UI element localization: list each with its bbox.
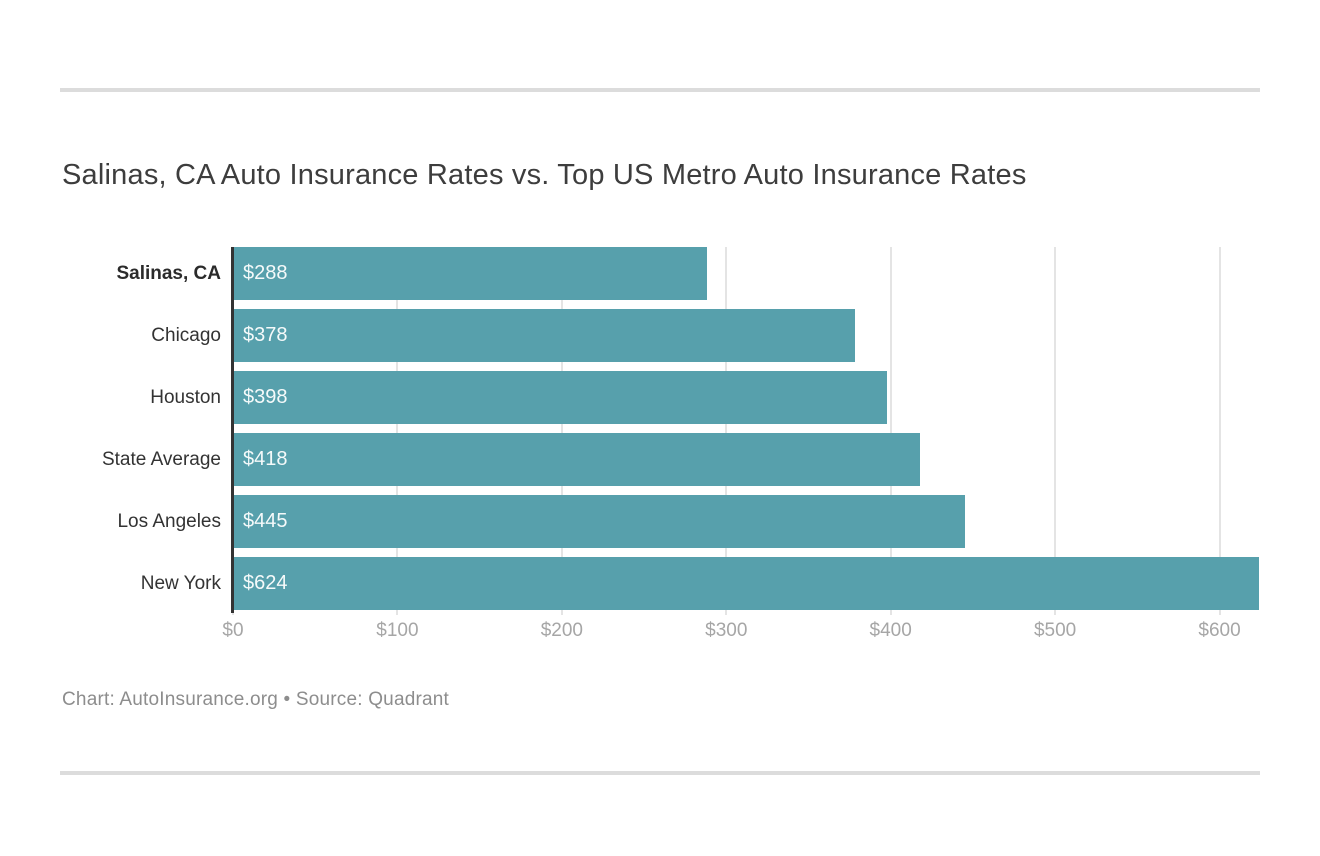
x-tick-label: $100 xyxy=(376,620,419,641)
bar-value-label: $378 xyxy=(243,324,288,346)
x-tick-label: $200 xyxy=(540,620,583,641)
bar-value-label: $624 xyxy=(243,572,288,594)
bar-rows-container: Salinas, CA $288 Chicago $378 Houston $398 Sta… xyxy=(60,247,1259,610)
bar-track: $418 xyxy=(233,433,1259,486)
y-axis-line xyxy=(231,247,234,613)
x-tick-label: $500 xyxy=(1033,620,1077,641)
top-divider xyxy=(60,88,1260,92)
x-axis-tick-labels: $0 $100 $200 $300 $400 $500 $600 xyxy=(222,620,1259,650)
category-label: New York xyxy=(140,573,221,594)
bar-row: Salinas, CA $288 xyxy=(60,247,1259,300)
chart-title: Salinas, CA Auto Insurance Rates vs. Top… xyxy=(62,159,1027,191)
bar-value-label: $418 xyxy=(243,448,288,470)
bar-chart: Salinas, CA $288 Chicago $378 Houston $398 Sta… xyxy=(60,247,1259,657)
bar-value-label: $445 xyxy=(243,510,288,532)
bar: $624 xyxy=(233,557,1259,610)
bar-value-label: $398 xyxy=(243,386,288,408)
gridline xyxy=(396,247,399,615)
bar-track: $624 xyxy=(233,557,1259,610)
category-label: Chicago xyxy=(151,325,221,346)
bar: $398 xyxy=(233,371,888,424)
bar: $378 xyxy=(233,309,855,362)
bottom-divider xyxy=(60,771,1260,775)
bar-row: New York $624 xyxy=(60,557,1259,610)
bar-track: $445 xyxy=(233,495,1259,548)
gridline xyxy=(725,247,728,615)
gridline xyxy=(560,247,563,615)
category-label: Houston xyxy=(150,387,221,408)
bar-track: $288 xyxy=(233,247,1259,300)
category-label: State Average xyxy=(101,449,221,470)
x-tick-label: $400 xyxy=(869,620,912,641)
bar-track: $398 xyxy=(233,371,1259,424)
gridline xyxy=(889,247,892,615)
bar: $288 xyxy=(233,247,707,300)
bar-row: State Average $418 xyxy=(60,433,1259,486)
chart-source-caption: Chart: AutoInsurance.org • Source: Quadr… xyxy=(62,689,450,710)
gridline xyxy=(1218,247,1221,615)
bar-value-label: $288 xyxy=(243,262,288,284)
x-tick-label: $0 xyxy=(222,620,244,641)
bar: $418 xyxy=(233,433,921,486)
x-tick-label: $600 xyxy=(1198,620,1241,641)
bar-row: Houston $398 xyxy=(60,371,1259,424)
gridline xyxy=(1054,247,1057,615)
category-label: Salinas, CA xyxy=(116,263,221,284)
category-label: Los Angeles xyxy=(117,511,221,532)
bar-track: $378 xyxy=(233,309,1259,362)
x-tick-label: $300 xyxy=(705,620,748,641)
bar-row: Chicago $378 xyxy=(60,309,1259,362)
bar-row: Los Angeles $445 xyxy=(60,495,1259,548)
bar: $445 xyxy=(233,495,965,548)
